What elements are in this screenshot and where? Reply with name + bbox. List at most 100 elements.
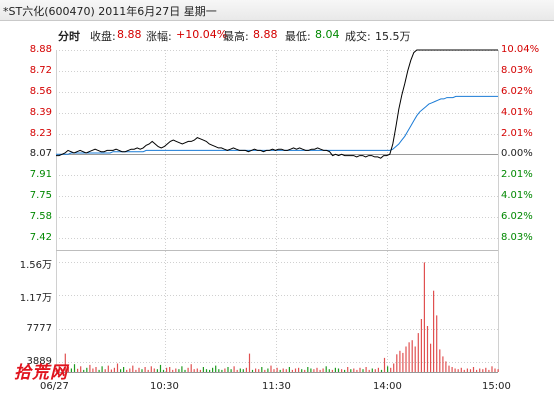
volume-bar xyxy=(359,367,361,372)
percent-axis-label: 10.04% xyxy=(501,44,540,55)
time-axis-label: 10:30 xyxy=(150,381,179,392)
volume-bar xyxy=(344,369,346,372)
volume-bar xyxy=(205,369,208,372)
volume-bar xyxy=(380,369,383,372)
volume-bar xyxy=(230,369,232,372)
price-axis-label: 7.91 xyxy=(29,169,52,181)
volume-bars xyxy=(55,262,499,372)
price-axis-label: 8.23 xyxy=(29,127,52,139)
volume-bar xyxy=(433,290,435,372)
high-label: 最高: xyxy=(223,30,249,43)
volume-bar xyxy=(494,368,496,372)
volume-bar xyxy=(298,367,300,372)
volume-bar xyxy=(460,367,462,372)
price-axis-label: 8.56 xyxy=(29,85,52,97)
mode-label[interactable]: 分时 xyxy=(58,30,80,43)
volume-bar xyxy=(331,369,333,372)
volume-bar xyxy=(156,369,158,372)
volume-bar xyxy=(273,369,275,372)
volume-value: 15.5万 xyxy=(375,30,411,43)
volume-bar xyxy=(368,369,370,372)
volume-bar xyxy=(199,369,201,372)
volume-bar xyxy=(451,367,453,372)
volume-bar xyxy=(153,368,155,372)
volume-bar xyxy=(414,346,416,372)
volume-bar xyxy=(95,367,97,372)
volume-bar xyxy=(488,369,490,372)
volume-bar xyxy=(497,369,499,372)
volume-bar xyxy=(242,369,244,372)
volume-bar xyxy=(485,367,487,372)
volume-bar xyxy=(190,364,192,372)
volume-bar xyxy=(221,369,223,372)
high-value: 8.88 xyxy=(253,28,278,41)
volume-bar xyxy=(365,367,367,372)
volume-bar xyxy=(215,365,217,372)
volume-bar xyxy=(166,367,168,372)
volume-label: 成交: xyxy=(345,30,371,43)
volume-bar xyxy=(110,369,112,372)
percent-axis-label: 4.01% xyxy=(501,106,533,118)
volume-bar xyxy=(233,366,235,372)
volume-bar xyxy=(138,367,140,372)
volume-bar xyxy=(457,369,459,372)
time-axis-label: 11:30 xyxy=(262,381,291,392)
volume-bar xyxy=(129,368,131,372)
volume-bar xyxy=(399,350,401,372)
volume-bar xyxy=(347,367,349,372)
volume-bar xyxy=(120,369,122,372)
volume-bar xyxy=(285,369,287,372)
price-axis-label: 8.39 xyxy=(29,106,52,118)
price-axis-label: 8.07 xyxy=(29,148,52,160)
volume-bar xyxy=(291,369,293,372)
volume-bar xyxy=(469,369,472,372)
average-price-line xyxy=(56,95,498,155)
volume-bar xyxy=(181,366,183,372)
percent-axis-label: 8.03% xyxy=(501,64,533,76)
volume-bar xyxy=(310,368,312,372)
volume-bar xyxy=(187,367,189,372)
volume-bar xyxy=(463,369,465,372)
volume-bar xyxy=(408,342,410,372)
volume-bar xyxy=(396,354,398,372)
volume-bar xyxy=(383,357,386,372)
volume-bar xyxy=(77,368,79,372)
volume-bar xyxy=(377,367,379,372)
volume-bar xyxy=(405,346,407,372)
volume-bar xyxy=(209,369,211,372)
volume-bar xyxy=(255,368,257,372)
volume-bar xyxy=(248,353,251,372)
volume-bar xyxy=(113,367,115,372)
volume-bar xyxy=(371,368,373,372)
low-label: 最低: xyxy=(285,30,311,43)
volume-bar xyxy=(64,353,66,372)
volume-bar xyxy=(476,369,478,372)
volume-bar xyxy=(307,367,309,372)
percent-axis-label: 8.03% xyxy=(501,232,533,243)
volume-bar xyxy=(387,366,389,372)
volume-bar xyxy=(184,369,186,372)
volume-bar xyxy=(479,368,481,372)
volume-bar xyxy=(175,368,177,372)
volume-bar xyxy=(159,364,162,372)
volume-bar xyxy=(390,367,392,372)
volume-bar xyxy=(267,368,269,372)
quote-info-bar: 分时 收盘: 8.88 涨幅: +10.04% 最高: 8.88 最低: 8.0… xyxy=(0,28,554,44)
volume-bar xyxy=(101,366,103,372)
volume-bar xyxy=(282,368,284,372)
volume-bar xyxy=(86,367,88,372)
volume-bar xyxy=(150,366,152,372)
volume-bar xyxy=(301,369,303,372)
price-axis-label: 8.72 xyxy=(29,64,52,76)
volume-bar xyxy=(218,369,220,372)
time-axis-label: 14:00 xyxy=(373,381,402,392)
close-label: 收盘: xyxy=(90,30,116,43)
volume-bar xyxy=(304,369,306,372)
volume-bar xyxy=(258,369,260,372)
volume-bar xyxy=(123,367,125,372)
volume-bar xyxy=(212,367,214,372)
volume-bar xyxy=(147,369,149,372)
volume-bar xyxy=(55,367,57,372)
volume-bar xyxy=(70,368,72,372)
